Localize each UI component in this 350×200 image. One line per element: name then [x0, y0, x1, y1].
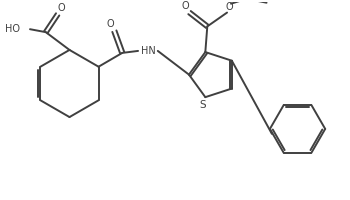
Text: HO: HO [5, 24, 20, 34]
Text: O: O [225, 2, 233, 12]
Text: HN: HN [141, 46, 155, 56]
Text: O: O [58, 3, 65, 13]
Text: S: S [199, 100, 206, 110]
Text: O: O [107, 19, 114, 29]
Text: O: O [182, 1, 189, 11]
